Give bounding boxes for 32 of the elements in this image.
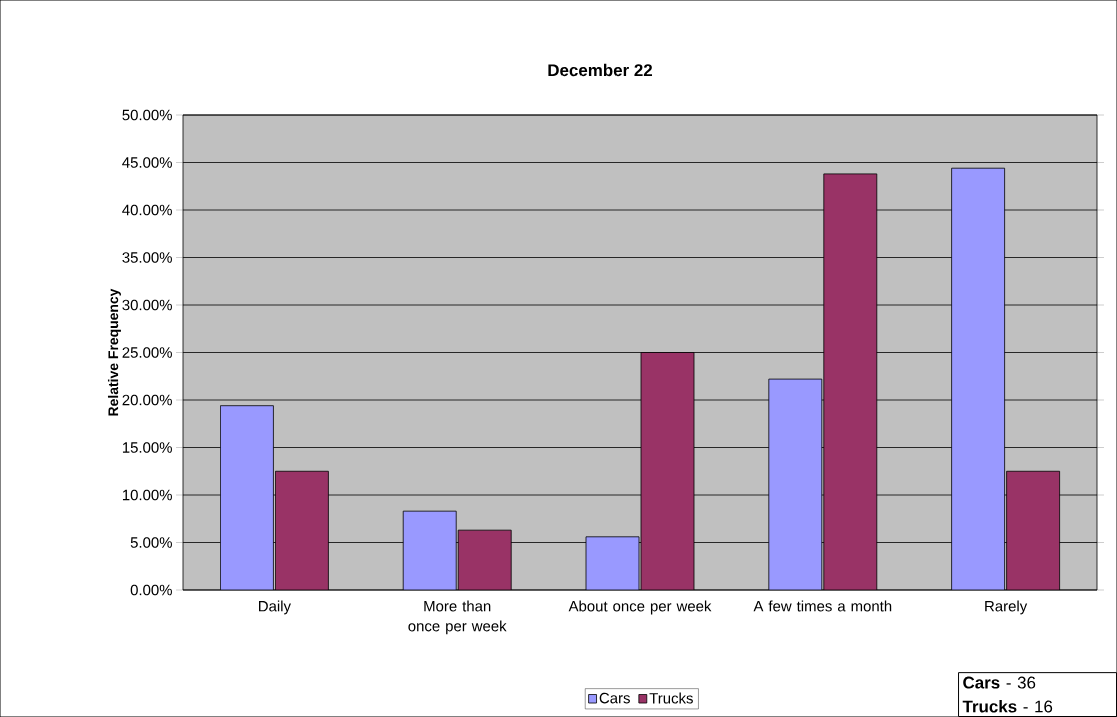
text: Trucks - 16 (962, 700, 1053, 713)
y-tick-label: 30.00% (122, 299, 172, 311)
x-tick-label: Rarely (985, 600, 1028, 615)
y-axis-title: Relative Frequency (107, 288, 121, 416)
x-tick-label: About once per week (568, 600, 712, 615)
bar (220, 405, 274, 590)
y-tick-label: 40.00% (122, 204, 172, 216)
y-tick-label: 0.00% (130, 584, 172, 596)
bar (823, 173, 878, 590)
y-tick-label: 25.00% (122, 347, 172, 358)
y-tick-label: 10.00% (122, 489, 172, 501)
bar (457, 529, 512, 590)
legend-label: Cars (599, 692, 630, 704)
y-tick-label: 15.00% (122, 442, 172, 453)
bar (275, 470, 329, 590)
bar (768, 378, 823, 590)
bar (1006, 470, 1061, 590)
y-tick-label: 5.00% (130, 537, 172, 548)
bar (640, 352, 695, 590)
text: Cars - 36 (963, 676, 1036, 689)
x-tick-label: A few times a month (753, 600, 892, 612)
y-tick-label: 20.00% (122, 394, 172, 406)
chart-title: December 22 (548, 63, 653, 77)
legend-label: Trucks (649, 692, 693, 704)
bar (951, 167, 1006, 590)
bar (585, 536, 640, 590)
x-tick-label: Daily (259, 600, 291, 615)
y-tick-label: 50.00% (122, 109, 172, 121)
x-tick-label: More than once per week (408, 600, 507, 635)
bar (402, 510, 457, 590)
y-tick-label: 45.00% (122, 157, 172, 168)
y-tick-label: 35.00% (122, 252, 172, 263)
